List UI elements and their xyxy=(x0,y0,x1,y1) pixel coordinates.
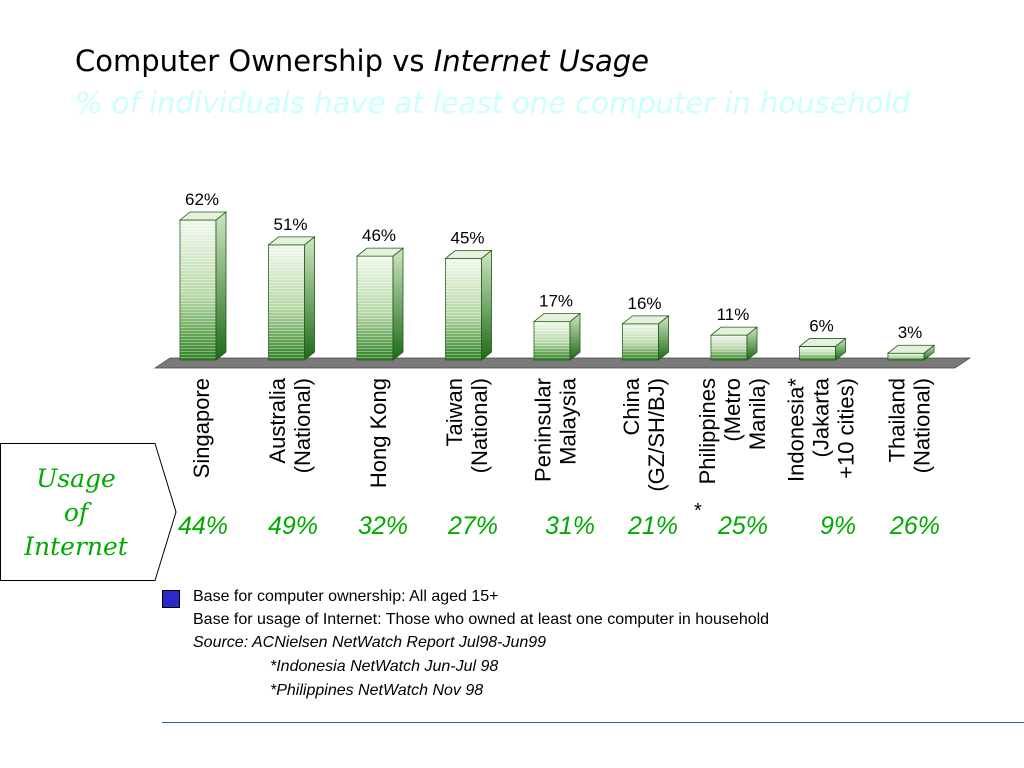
title-part-usage: Internet Usage xyxy=(433,44,649,78)
philippines-asterisk: * xyxy=(694,500,702,522)
bar xyxy=(178,211,228,361)
bar-value-label: 46% xyxy=(362,226,396,245)
category-label-line: Peninsular xyxy=(531,378,556,482)
usage-value: 27% xyxy=(448,512,499,540)
category-label-line: +10 cities) xyxy=(834,378,859,479)
bar-value-label: 3% xyxy=(898,323,923,342)
bar-value-label: 6% xyxy=(809,316,834,335)
bar-value-label: 17% xyxy=(539,292,573,311)
category-label: Singapore xyxy=(189,378,214,478)
category-label-line: Thailand xyxy=(885,378,910,462)
category-label: Australia (National) xyxy=(265,377,315,473)
usage-value: 26% xyxy=(890,512,941,540)
category-label-line: Manila) xyxy=(745,378,770,450)
category-labels: Singapore Australia (National) Hong Kong Tai… xyxy=(189,377,935,491)
usage-label-line: of xyxy=(63,498,89,527)
category-label-line: Singapore xyxy=(189,378,214,478)
category-label: Taiwan (National) xyxy=(442,378,492,473)
legend-swatch xyxy=(162,590,180,608)
bar xyxy=(355,247,405,361)
category-label-line: (National) xyxy=(290,378,315,473)
note-usage-base: Base for usage of Internet: Those who ow… xyxy=(193,611,770,628)
bar-value-label: 11% xyxy=(717,305,750,324)
bar xyxy=(798,337,847,361)
category-label-line: (GZ/SH/BJ) xyxy=(644,378,669,492)
category-label-line: Indonesia* xyxy=(784,378,809,482)
bar-value-label: 16% xyxy=(627,294,661,313)
usage-value: 32% xyxy=(358,512,409,540)
usage-value: 44% xyxy=(178,512,229,540)
category-label-line: Philippines xyxy=(695,378,720,484)
category-label-line: (Metro xyxy=(720,378,745,442)
bar xyxy=(532,312,582,361)
title-part-ownership: Computer Ownership vs xyxy=(75,44,434,78)
category-label-line: (National) xyxy=(910,378,935,473)
category-label-line: Taiwan xyxy=(442,378,467,446)
category-label: China (GZ/SH/BJ) xyxy=(619,377,669,491)
value-labels: 62% 51% 46% 45% 17% 16% 11% 6% 3% xyxy=(185,190,922,342)
bar-series xyxy=(178,211,936,361)
usage-label-line: Internet xyxy=(24,532,128,561)
category-label-line: Australia xyxy=(265,377,290,463)
note-indonesia: *Indonesia NetWatch Jun-Jul 98 xyxy=(270,658,499,675)
category-label-line: China xyxy=(619,377,644,435)
usage-arrow-box xyxy=(0,443,177,581)
category-label-line: Malaysia xyxy=(556,377,581,465)
note-ownership-base: Base for computer ownership: All aged 15… xyxy=(193,588,499,605)
bar xyxy=(621,315,670,361)
slide-title: Computer Ownership vs Internet Usage xyxy=(75,44,649,78)
note-source: Source: ACNielsen NetWatch Report Jul98-… xyxy=(193,634,547,651)
bar xyxy=(709,326,759,361)
bar xyxy=(886,344,936,361)
category-label-line: Hong Kong xyxy=(366,378,391,488)
usage-value: 49% xyxy=(268,512,319,540)
category-label: Philippines (Metro Manila) xyxy=(695,378,770,484)
category-label: Peninsular Malaysia xyxy=(531,377,581,482)
floor-plane xyxy=(153,357,972,369)
category-label-line: (National) xyxy=(467,378,492,473)
bar xyxy=(444,249,493,361)
footer-rule xyxy=(162,722,1024,723)
bar-value-label: 51% xyxy=(273,215,307,234)
category-label: Indonesia* (Jakarta +10 cities) xyxy=(784,377,859,482)
chart-floor xyxy=(153,357,972,369)
usage-label: Usage of Internet xyxy=(6,462,146,564)
bar xyxy=(267,236,316,361)
category-label: Thailand (National) xyxy=(885,378,935,473)
usage-label-line: Usage xyxy=(36,464,116,493)
category-label: Hong Kong xyxy=(366,378,391,488)
usage-value: 25% xyxy=(718,512,769,540)
usage-value: 31% xyxy=(545,512,596,540)
usage-value: 21% xyxy=(628,512,679,540)
note-philippines: *Philippines NetWatch Nov 98 xyxy=(270,682,484,699)
bar-value-label: 62% xyxy=(185,190,219,209)
bar-value-label: 45% xyxy=(450,228,484,247)
slide-subtitle: % of individuals have at least one compu… xyxy=(75,86,911,120)
usage-value: 9% xyxy=(820,512,857,540)
category-label-line: (Jakarta xyxy=(809,377,834,457)
